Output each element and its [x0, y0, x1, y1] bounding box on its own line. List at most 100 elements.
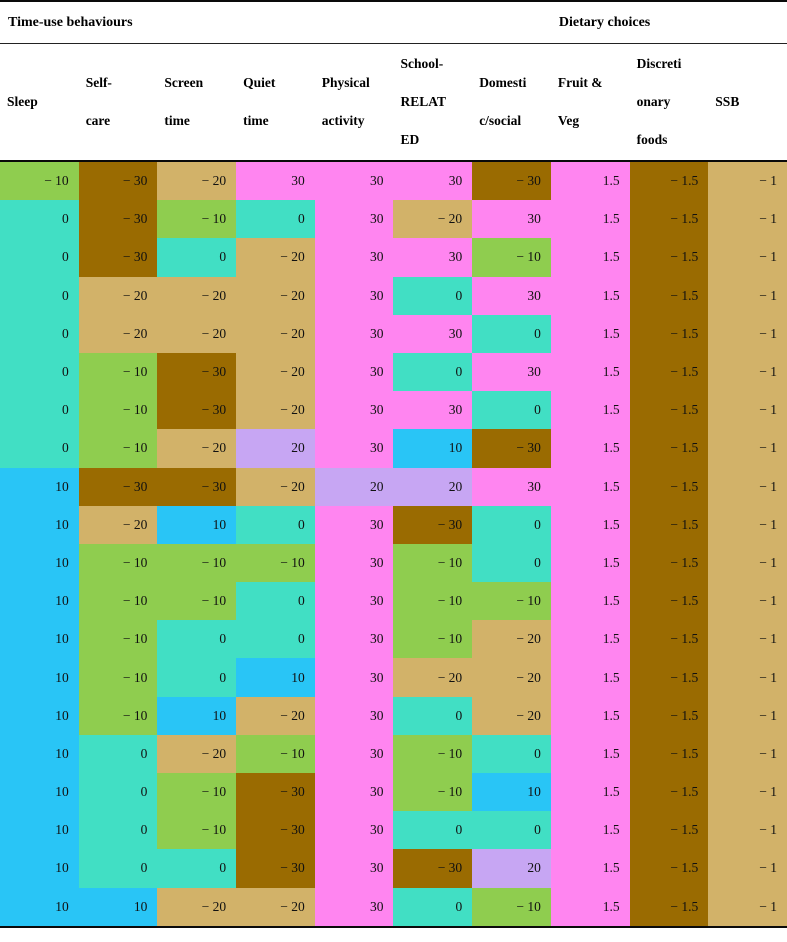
table-cell-ssb: − 1: [708, 620, 787, 659]
table-cell-self-care: − 30: [78, 238, 158, 277]
table-cell-domestic-social: 0: [472, 505, 551, 544]
table-cell-discretionary-foods: − 1.5: [629, 429, 709, 468]
table-cell-self-care: − 20: [78, 276, 158, 315]
table-cell-discretionary-foods: − 1.5: [629, 505, 709, 544]
column-header-line: SSB: [715, 94, 740, 109]
table-cell-ssb: − 1: [708, 314, 787, 353]
table-cell-school-related: 0: [393, 276, 473, 315]
table-cell-physical-activity: 30: [314, 620, 394, 659]
table-cell-domestic-social: 0: [472, 811, 551, 850]
table-cell-fruit-veg: 1.5: [550, 238, 630, 277]
column-header-line: Screen: [164, 75, 204, 90]
column-header-line: time: [243, 113, 269, 128]
table-cell-fruit-veg: 1.5: [550, 314, 630, 353]
table-cell-domestic-social: − 30: [472, 162, 551, 201]
table-cell-physical-activity: 30: [314, 391, 394, 430]
table-cell-fruit-veg: 1.5: [550, 543, 630, 583]
column-header-fruit-veg: Fruit & Veg: [551, 44, 630, 160]
table-cell-self-care: 0: [78, 849, 158, 888]
table-cell-domestic-social: 10: [472, 773, 551, 812]
table-cell-self-care: − 10: [78, 391, 158, 430]
table-cell-fruit-veg: 1.5: [550, 162, 630, 201]
table-cell-school-related: − 30: [393, 849, 473, 888]
column-header-line: foods: [636, 132, 668, 147]
table-cell-school-related: − 10: [393, 773, 473, 812]
table-cell-domestic-social: − 20: [472, 620, 551, 659]
table-cell-discretionary-foods: − 1.5: [629, 543, 709, 583]
table-cell-sleep: 10: [0, 505, 79, 544]
table-cell-fruit-veg: 1.5: [550, 849, 630, 888]
table-cell-fruit-veg: 1.5: [550, 620, 630, 659]
table-cell-fruit-veg: 1.5: [550, 352, 630, 392]
table-cell-quiet-time: − 10: [236, 543, 315, 583]
table-cell-discretionary-foods: − 1.5: [629, 849, 709, 888]
table-cell-screen-time: 0: [157, 658, 237, 697]
table-cell-ssb: − 1: [708, 200, 787, 239]
table-cell-sleep: 10: [0, 696, 79, 735]
table-cell-self-care: − 10: [78, 658, 158, 697]
table-cell-physical-activity: 30: [314, 314, 394, 353]
column-header-line: RELAT: [400, 94, 446, 109]
table-cell-physical-activity: 30: [314, 734, 394, 773]
table-cell-self-care: − 20: [78, 505, 158, 544]
table-cell-screen-time: − 20: [157, 429, 237, 468]
column-header-line: Sleep: [7, 94, 38, 109]
table-cell-physical-activity: 30: [314, 276, 394, 315]
table-cell-sleep: 10: [0, 582, 79, 621]
table-cell-ssb: − 1: [708, 696, 787, 735]
table-cell-school-related: − 20: [393, 200, 473, 239]
table-cell-screen-time: 0: [157, 620, 237, 659]
table-cell-fruit-veg: 1.5: [550, 582, 630, 621]
table-cell-physical-activity: 30: [314, 887, 394, 926]
table-cell-screen-time: 0: [157, 849, 237, 888]
table-cell-ssb: − 1: [708, 849, 787, 888]
table-cell-quiet-time: − 30: [236, 773, 315, 812]
column-header-line: care: [85, 113, 111, 128]
table-cell-quiet-time: − 20: [236, 391, 315, 430]
table-cell-domestic-social: − 20: [472, 658, 551, 697]
table-cell-school-related: − 30: [393, 505, 473, 544]
column-header-line: activity: [321, 113, 365, 128]
table-cell-domestic-social: − 20: [472, 696, 551, 735]
table-cell-quiet-time: 10: [236, 658, 315, 697]
table-cell-physical-activity: 30: [314, 811, 394, 850]
table-cell-discretionary-foods: − 1.5: [629, 811, 709, 850]
table-cell-discretionary-foods: − 1.5: [629, 467, 709, 506]
column-header-line: c/social: [479, 113, 522, 128]
table-body: − 10− 30− 20 30 30 30− 30 1.5− 1.5− 1 0− 30− …: [0, 162, 787, 928]
table-cell-school-related: − 10: [393, 734, 473, 773]
table-cell-physical-activity: 30: [314, 658, 394, 697]
column-header-self-care: Self-care: [79, 44, 158, 160]
table-cell-school-related: − 20: [393, 658, 473, 697]
column-header-physical-activity: Physical activity: [315, 44, 394, 160]
table-cell-sleep: 10: [0, 467, 79, 506]
table-cell-fruit-veg: 1.5: [550, 773, 630, 812]
column-header-line: Quiet: [243, 75, 276, 90]
table-group-header-row: Time-use behaviours Dietary choices: [0, 2, 787, 44]
table-cell-domestic-social: 0: [472, 314, 551, 353]
table-cell-school-related: 10: [393, 429, 473, 468]
table-cell-fruit-veg: 1.5: [550, 391, 630, 430]
table-cell-fruit-veg: 1.5: [550, 658, 630, 697]
table-cell-screen-time: − 20: [157, 887, 237, 926]
table-cell-school-related: 20: [393, 467, 473, 506]
group-header-time-use-behaviours: Time-use behaviours: [8, 14, 133, 30]
table-cell-sleep: − 10: [0, 162, 79, 201]
table-cell-quiet-time: − 20: [236, 276, 315, 315]
table-cell-school-related: 30: [393, 238, 473, 277]
column-header-quiet-time: Quiet time: [236, 44, 315, 160]
table-cell-sleep: 10: [0, 734, 79, 773]
column-header-discretionary-foods: Discreti onary foods: [630, 44, 709, 160]
table-cell-quiet-time: − 20: [236, 887, 315, 926]
table-cell-fruit-veg: 1.5: [550, 429, 630, 468]
table-cell-fruit-veg: 1.5: [550, 734, 630, 773]
table-cell-screen-time: − 30: [157, 391, 237, 430]
table-cell-self-care: − 10: [78, 352, 158, 392]
table-cell-physical-activity: 30: [314, 352, 394, 392]
table-cell-discretionary-foods: − 1.5: [629, 887, 709, 926]
table-cell-ssb: − 1: [708, 887, 787, 926]
table-cell-discretionary-foods: − 1.5: [629, 391, 709, 430]
table-cell-fruit-veg: 1.5: [550, 467, 630, 506]
table-cell-ssb: − 1: [708, 162, 787, 201]
